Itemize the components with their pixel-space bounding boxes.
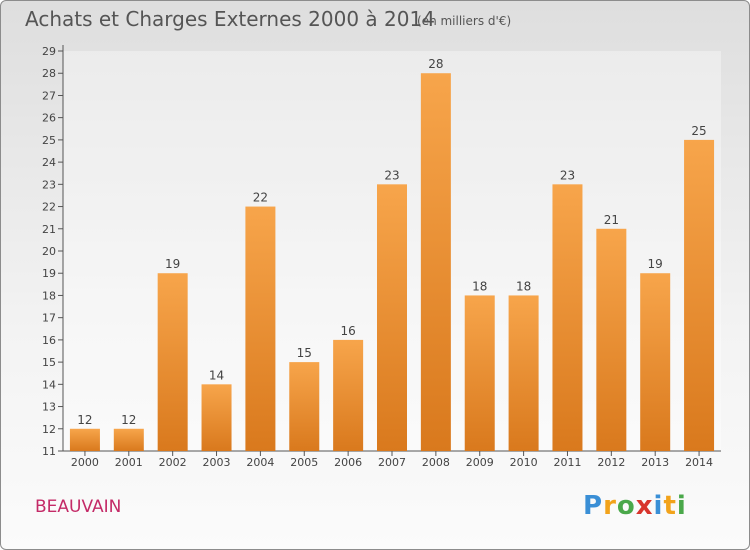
y-tick-label: 14 bbox=[42, 378, 56, 391]
x-tick-label: 2007 bbox=[378, 456, 406, 469]
logo-letter: r bbox=[603, 491, 617, 521]
bar-value-label: 19 bbox=[165, 257, 180, 271]
x-tick-label: 2011 bbox=[553, 456, 581, 469]
y-tick-label: 27 bbox=[42, 89, 56, 102]
bar-value-label: 23 bbox=[384, 168, 399, 182]
logo-letter: o bbox=[616, 491, 636, 521]
bar-value-label: 22 bbox=[253, 191, 268, 205]
bar-value-label: 18 bbox=[516, 279, 531, 293]
x-tick-label: 2004 bbox=[246, 456, 274, 469]
x-tick-label: 2000 bbox=[71, 456, 99, 469]
bar bbox=[333, 339, 364, 451]
bar bbox=[113, 428, 144, 451]
bar-value-label: 12 bbox=[121, 413, 136, 427]
logo-letter: t bbox=[663, 491, 677, 521]
x-tick-label: 2006 bbox=[334, 456, 362, 469]
bar-value-label: 23 bbox=[560, 168, 575, 182]
bar bbox=[289, 362, 320, 451]
logo-letter: x bbox=[635, 491, 654, 521]
bar bbox=[552, 184, 583, 452]
bar-value-label: 14 bbox=[209, 368, 224, 382]
x-tick-label: 2005 bbox=[290, 456, 318, 469]
bar bbox=[245, 206, 276, 451]
x-tick-label: 2014 bbox=[685, 456, 713, 469]
y-tick-label: 25 bbox=[42, 134, 56, 147]
y-tick-label: 19 bbox=[42, 267, 56, 280]
bar bbox=[640, 273, 671, 451]
bar-value-label: 12 bbox=[77, 413, 92, 427]
x-tick-label: 2013 bbox=[641, 456, 669, 469]
y-tick-label: 20 bbox=[42, 245, 56, 258]
logo-letter: i bbox=[653, 491, 664, 521]
x-tick-label: 2003 bbox=[203, 456, 231, 469]
bar bbox=[420, 73, 451, 451]
bar-value-label: 21 bbox=[604, 213, 619, 227]
x-tick-label: 2009 bbox=[466, 456, 494, 469]
bar bbox=[464, 295, 495, 451]
bar-value-label: 18 bbox=[472, 279, 487, 293]
y-tick-label: 24 bbox=[42, 156, 56, 169]
y-tick-label: 22 bbox=[42, 201, 56, 214]
logo-letter: i bbox=[676, 491, 687, 521]
bar bbox=[157, 273, 188, 451]
bar-value-label: 16 bbox=[340, 324, 355, 338]
y-tick-label: 21 bbox=[42, 223, 56, 236]
y-tick-label: 15 bbox=[42, 356, 56, 369]
x-tick-label: 2008 bbox=[422, 456, 450, 469]
bar bbox=[69, 428, 100, 451]
y-tick-label: 11 bbox=[42, 445, 56, 458]
bar-value-label: 28 bbox=[428, 57, 443, 71]
y-tick-label: 23 bbox=[42, 178, 56, 191]
bar-value-label: 15 bbox=[297, 346, 312, 360]
y-tick-label: 12 bbox=[42, 423, 56, 436]
y-tick-label: 13 bbox=[42, 401, 56, 414]
proxiti-logo: Proxiti bbox=[583, 491, 687, 521]
y-tick-label: 18 bbox=[42, 289, 56, 302]
location-label: BEAUVAIN bbox=[35, 497, 122, 517]
x-tick-label: 2002 bbox=[159, 456, 187, 469]
bar bbox=[508, 295, 539, 451]
bar bbox=[377, 184, 407, 452]
x-tick-label: 2012 bbox=[597, 456, 625, 469]
bar bbox=[596, 228, 627, 451]
bar bbox=[201, 384, 232, 451]
y-tick-label: 26 bbox=[42, 112, 56, 125]
bar-value-label: 25 bbox=[691, 124, 706, 138]
x-tick-label: 2001 bbox=[115, 456, 143, 469]
chart-subtitle: (en milliers d'€) bbox=[417, 14, 512, 28]
logo-letter: P bbox=[583, 491, 604, 521]
y-tick-label: 17 bbox=[42, 312, 56, 325]
y-tick-label: 29 bbox=[42, 45, 56, 58]
x-tick-label: 2010 bbox=[510, 456, 538, 469]
chart-title: Achats et Charges Externes 2000 à 2014 bbox=[25, 7, 435, 31]
y-tick-label: 16 bbox=[42, 334, 56, 347]
bar-value-label: 19 bbox=[648, 257, 663, 271]
bar bbox=[684, 139, 715, 451]
y-tick-label: 28 bbox=[42, 67, 56, 80]
